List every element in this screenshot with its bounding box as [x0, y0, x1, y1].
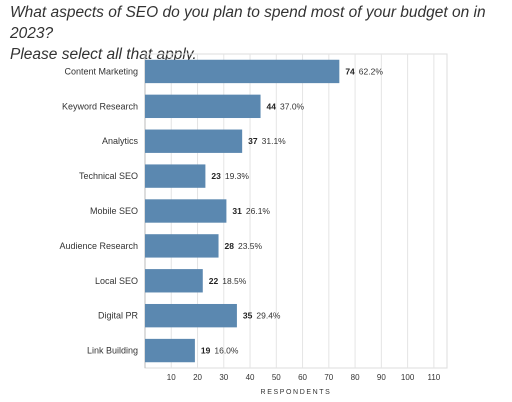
- value-label: 35 29.4%: [243, 311, 281, 321]
- category-label: Local SEO: [95, 276, 138, 286]
- x-tick-label: 30: [219, 373, 228, 382]
- x-axis-label: RESPONDENTS: [261, 389, 332, 396]
- x-tick-label: 10: [167, 373, 176, 382]
- bar: [145, 94, 261, 119]
- x-tick-label: 110: [427, 373, 440, 382]
- x-tick-label: 100: [401, 373, 415, 382]
- value-percent: 62.2%: [359, 66, 384, 76]
- value-count: 28: [225, 241, 235, 251]
- value-percent: 16.0%: [214, 346, 239, 356]
- x-tick-label: 90: [377, 373, 386, 382]
- value-label: 28 23.5%: [225, 241, 263, 251]
- x-tick-label: 40: [246, 373, 255, 382]
- value-percent: 23.5%: [238, 241, 263, 251]
- value-label: 23 19.3%: [211, 171, 249, 181]
- value-count: 23: [211, 171, 221, 181]
- value-percent: 18.5%: [222, 276, 247, 286]
- bar: [145, 59, 340, 84]
- bar: [145, 303, 237, 328]
- category-label: Keyword Research: [62, 101, 138, 111]
- value-percent: 19.3%: [225, 171, 250, 181]
- value-count: 44: [267, 101, 277, 111]
- x-tick-label: 50: [272, 373, 281, 382]
- bar: [145, 234, 219, 258]
- value-count: 31: [232, 206, 242, 216]
- value-count: 35: [243, 311, 253, 321]
- value-percent: 31.1%: [262, 136, 287, 146]
- value-label: 19 16.0%: [201, 346, 239, 356]
- value-label: 37 31.1%: [248, 136, 286, 146]
- x-tick-label: 80: [351, 373, 360, 382]
- value-count: 74: [345, 66, 355, 76]
- value-count: 19: [201, 346, 211, 356]
- category-label: Technical SEO: [79, 171, 138, 181]
- value-label: 74 62.2%: [345, 66, 383, 76]
- bar: [145, 269, 203, 293]
- chart-title: What aspects of SEO do you plan to spend…: [10, 2, 505, 65]
- bar: [145, 129, 243, 153]
- x-tick-label: 20: [193, 373, 202, 382]
- value-percent: 37.0%: [280, 101, 305, 111]
- value-label: 44 37.0%: [267, 101, 305, 111]
- value-label: 22 18.5%: [209, 276, 247, 286]
- chart-title-line-2: Please select all that apply.: [10, 46, 197, 63]
- bar: [145, 338, 195, 363]
- chart-title-line-1: What aspects of SEO do you plan to spend…: [10, 4, 486, 42]
- value-label: 31 26.1%: [232, 206, 270, 216]
- bar: [145, 164, 206, 188]
- category-label: Mobile SEO: [90, 206, 138, 216]
- value-percent: 26.1%: [246, 206, 271, 216]
- bar: [145, 199, 227, 223]
- value-count: 37: [248, 136, 258, 146]
- category-label: Link Building: [87, 346, 138, 356]
- category-label: Content Marketing: [64, 66, 138, 76]
- x-tick-label: 60: [298, 373, 307, 382]
- category-label: Audience Research: [59, 241, 138, 251]
- category-label: Analytics: [102, 136, 139, 146]
- category-label: Digital PR: [98, 311, 139, 321]
- value-count: 22: [209, 276, 219, 286]
- value-percent: 29.4%: [256, 311, 281, 321]
- x-tick-label: 70: [324, 373, 333, 382]
